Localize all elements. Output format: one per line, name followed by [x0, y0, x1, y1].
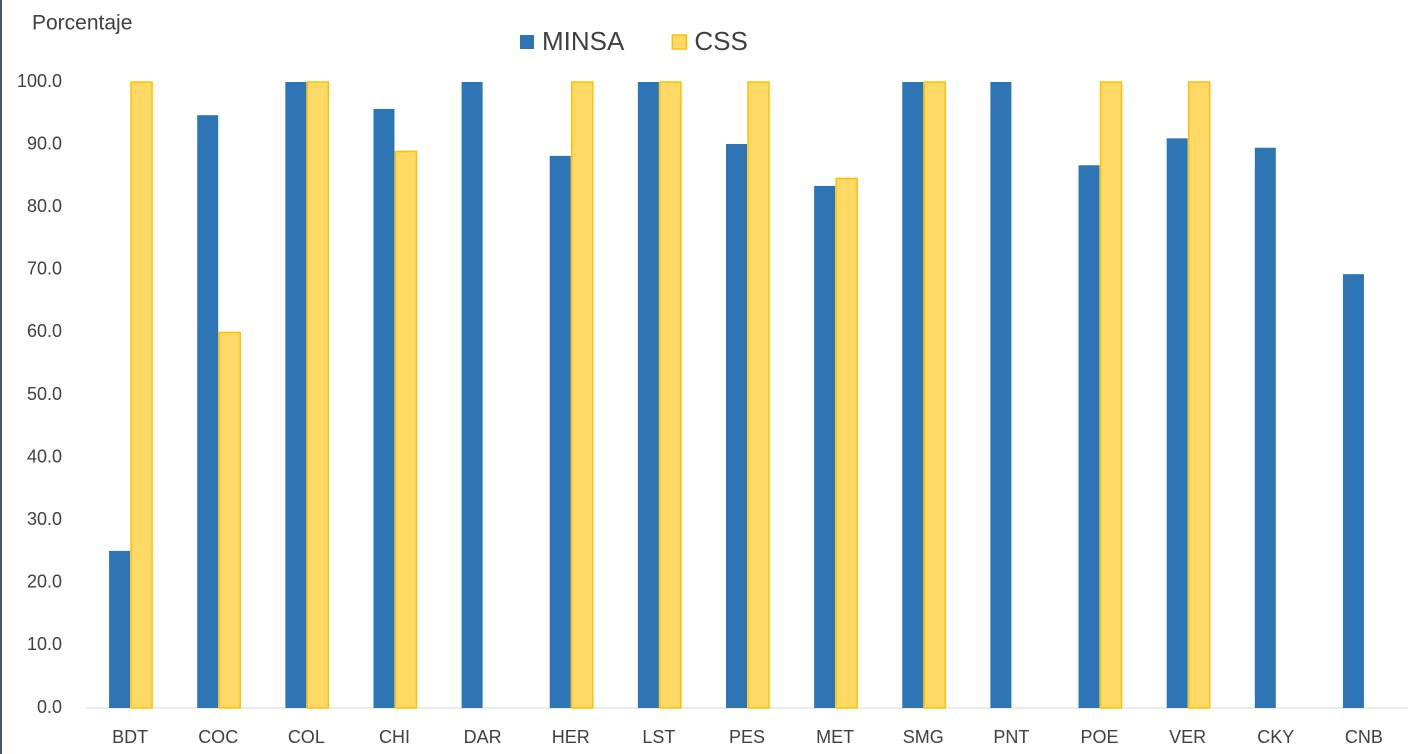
x-tick-label: CHI	[379, 727, 410, 747]
y-axis-label: Porcentaje	[32, 12, 132, 35]
y-tick-label: 40.0	[27, 446, 62, 466]
bar	[1166, 138, 1188, 709]
bar	[373, 108, 395, 709]
legend-swatch	[671, 34, 688, 50]
bar	[637, 82, 659, 708]
y-tick-label: 100.0	[17, 71, 62, 91]
bar	[394, 150, 418, 709]
x-tick-label: PNT	[993, 727, 1029, 747]
legend-swatch	[520, 35, 534, 49]
bar	[835, 177, 858, 709]
x-tick-label: PES	[729, 727, 765, 747]
y-tick-label: 70.0	[27, 259, 62, 279]
bar	[197, 115, 219, 709]
x-tick-label: HER	[552, 727, 590, 747]
y-tick-label: 30.0	[27, 509, 62, 529]
bar	[285, 82, 307, 708]
x-tick-label: COC	[198, 727, 238, 747]
y-tick-label: 10.0	[27, 634, 62, 654]
bar	[923, 81, 947, 709]
x-tick-label: CKY	[1257, 727, 1294, 747]
y-tick-label: 20.0	[27, 572, 62, 592]
bar	[659, 81, 682, 709]
y-tick-label: 0.0	[37, 697, 62, 717]
bar	[306, 81, 330, 709]
bar	[130, 81, 153, 709]
y-tick-label: 60.0	[27, 321, 62, 341]
x-tick-label: COL	[288, 727, 325, 747]
bar	[461, 82, 483, 708]
bar	[570, 81, 594, 709]
x-tick-label: POE	[1081, 727, 1119, 747]
bar	[1342, 274, 1364, 708]
x-tick-label: DAR	[464, 727, 502, 747]
y-tick-label: 50.0	[27, 384, 62, 404]
bar	[990, 82, 1012, 708]
y-tick-label: 80.0	[27, 196, 62, 216]
bar	[747, 81, 770, 709]
bar	[814, 185, 836, 708]
bar	[218, 331, 241, 709]
bar	[902, 82, 924, 708]
x-tick-label: LST	[642, 727, 675, 747]
bar	[1078, 165, 1100, 708]
bar	[1187, 81, 1211, 709]
legend-label: MINSA	[542, 26, 625, 56]
bar	[1099, 81, 1123, 709]
x-tick-label: MET	[816, 727, 854, 747]
bar	[1254, 147, 1276, 709]
legend-label: CSS	[694, 26, 747, 56]
x-tick-label: BDT	[112, 727, 148, 747]
x-tick-label: CNB	[1345, 727, 1383, 747]
bar	[109, 550, 131, 708]
y-tick-label: 90.0	[27, 133, 62, 153]
bar	[549, 155, 571, 709]
x-tick-label: VER	[1169, 727, 1206, 747]
bar	[726, 143, 747, 708]
x-tick-label: SMG	[903, 727, 944, 747]
